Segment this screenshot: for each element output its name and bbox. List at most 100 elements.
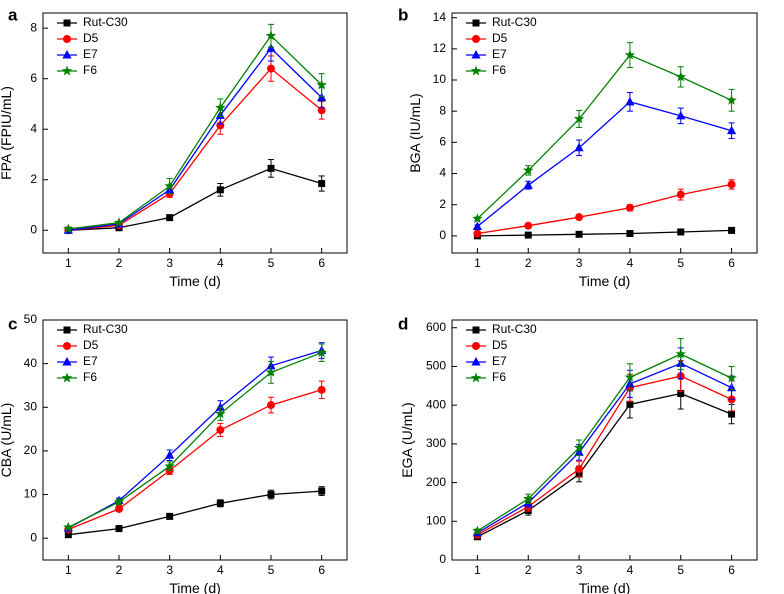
legend: Rut-C30 D5 E7 F6 [466,15,537,77]
legend-label: D5 [492,31,508,45]
legend: Rut-C30 D5 E7 F6 [57,15,128,77]
series-line [67,349,322,529]
data-point [318,487,326,495]
data-point [318,180,326,188]
series-d5 [64,380,326,534]
x-tick-label: 4 [217,563,224,577]
series-line [477,183,732,235]
legend-marker [62,357,72,366]
plot-frame [42,319,348,561]
y-tick-label: 14 [433,10,447,24]
series-line [68,352,322,528]
y-tick-label: 10 [433,72,447,86]
data-point [625,203,634,212]
data-point [575,465,584,474]
x-tick-label: 1 [65,256,72,270]
series-line [68,34,323,230]
data-point [524,221,533,230]
y-tick-label: 8 [439,103,446,117]
data-point [317,385,326,394]
legend-label: E7 [492,354,507,368]
data-point [215,408,226,419]
x-tick-label: 5 [677,563,684,577]
x-tick-label: 4 [627,563,634,577]
panel-label: d [398,314,408,333]
series-rut-c30 [64,159,326,234]
x-tick-label: 4 [627,256,634,270]
x-tick-label: 3 [576,563,583,577]
series-line [476,101,732,228]
data-point [524,231,532,239]
legend-marker [63,19,71,27]
legend-marker [63,342,71,350]
y-tick-label: 0 [30,222,37,236]
data-point [113,496,125,507]
x-tick-label: 2 [116,256,123,270]
y-tick-label: 0 [439,228,446,242]
data-point [316,79,327,90]
series-line [68,47,323,231]
data-point [165,450,175,459]
x-tick-label: 2 [525,563,532,577]
data-point [676,190,685,199]
x-tick-label: 5 [677,256,684,270]
y-tick-label: 6 [30,71,37,85]
y-tick-label: 20 [24,443,38,457]
x-tick-label: 4 [217,256,224,270]
series-f6 [63,343,327,532]
y-tick-label: 0 [439,552,446,566]
legend-label: D5 [492,338,508,352]
y-tick-label: 40 [24,356,38,370]
data-point [472,213,483,224]
data-point [64,531,72,539]
data-point [728,410,736,418]
legend-label: F6 [492,370,506,384]
data-point [115,525,123,533]
series-e7 [472,91,737,231]
chart-panel-d: d 1 2 3 4 5 6 0 100 200 300 400 500 600 Time (d) EGA (U… [398,314,758,594]
data-point [523,180,533,189]
plot-frame [451,12,758,254]
data-point [472,525,483,536]
data-point [523,493,534,504]
x-axis-title: Time (d) [169,580,221,594]
legend-marker [61,65,73,76]
series-line [477,362,732,534]
legend-marker [472,19,480,27]
legend-marker [63,326,71,334]
y-tick-label: 8 [30,20,37,34]
y-tick-label: 2 [30,172,37,186]
y-tick-label: 6 [439,135,446,149]
legend: Rut-C30 D5 E7 F6 [57,322,128,384]
data-point [166,512,174,520]
series-line [477,353,732,532]
series-f6 [472,42,737,224]
data-point [523,164,534,175]
legend-label: Rut-C30 [492,322,537,336]
series-line [68,167,322,231]
series-f6 [472,338,737,536]
data-point [317,92,327,102]
data-point [624,371,636,382]
data-point [728,226,736,234]
legend-label: D5 [83,31,99,45]
data-point [726,372,737,383]
chart-panel-a: a 1 2 3 4 5 6 0 2 4 6 8 Time (d) FPA (FPIU/mL) Rut-C30… [0,5,348,289]
data-point [626,400,634,408]
data-point [625,96,635,106]
x-tick-label: 6 [728,256,735,270]
plot-frame [451,319,758,561]
y-axis-title: BGA (IU/mL) [407,93,423,172]
y-tick-label: 200 [426,475,446,489]
panel-label: b [398,5,408,24]
x-tick-label: 1 [474,256,481,270]
x-tick-label: 5 [268,256,275,270]
data-point [316,347,327,358]
y-tick-label: 4 [30,121,37,135]
data-point [677,390,685,398]
series-line [68,389,322,531]
data-point [216,186,224,194]
x-tick-label: 6 [728,563,735,577]
